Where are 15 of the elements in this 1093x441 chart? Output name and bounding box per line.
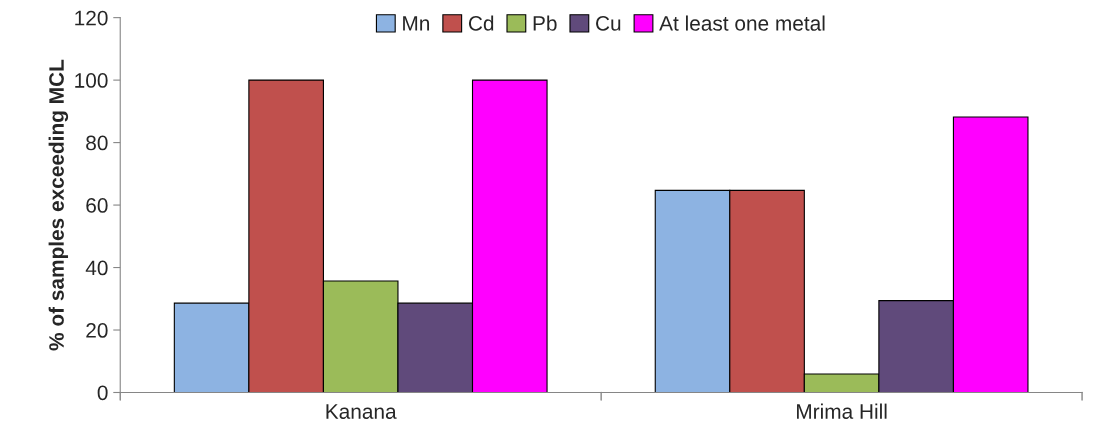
y-tick-label: 40 bbox=[85, 260, 108, 276]
y-tick-label: 60 bbox=[86, 198, 108, 213]
y-tick-label: 80 bbox=[86, 135, 108, 151]
legend-label: Mn bbox=[403, 16, 430, 31]
legend-label: Cd bbox=[468, 15, 494, 31]
y-tick-label: 20 bbox=[86, 323, 108, 338]
y-tick-label: 100 bbox=[75, 73, 108, 88]
legend-label: Pb bbox=[533, 15, 557, 31]
legend-label: At least one metal bbox=[659, 15, 825, 31]
y-axis-title: % of samples exceeding MCL bbox=[48, 59, 69, 351]
legend-label: Cu bbox=[596, 16, 621, 31]
x-tick-label: Kanana bbox=[326, 404, 397, 419]
y-tick-label: 0 bbox=[97, 385, 108, 401]
y-tick-label: 120 bbox=[75, 10, 108, 26]
x-tick-label: Mrima Hill bbox=[797, 403, 887, 419]
